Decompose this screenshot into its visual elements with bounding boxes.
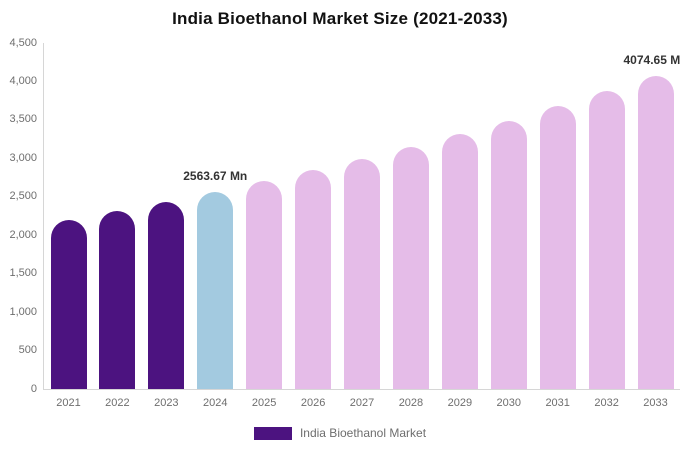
legend-swatch [253,426,292,440]
plot-area: 2563.67 Mn 4074.65 Mn [43,43,680,389]
x-tick-2032: 2032 [594,397,619,409]
y-tick-1000: 1,000 [9,305,37,318]
data-label-2033: 4074.65 Mn [623,52,680,67]
bar-2030[interactable] [490,120,527,389]
x-tick-2021: 2021 [56,397,81,409]
x-tick-2029: 2029 [447,397,473,409]
y-tick-3000: 3,000 [9,151,37,164]
bar-2026[interactable] [295,170,332,389]
y-tick-2500: 2,500 [9,190,37,203]
y-tick-1500: 1,500 [9,267,37,280]
x-tick-2033: 2033 [643,397,668,409]
x-axis-line [43,389,680,390]
x-tick-2030: 2030 [496,397,521,409]
x-tick-2031: 2031 [545,397,570,409]
x-tick-2026: 2026 [300,397,326,409]
y-tick-2000: 2,000 [9,228,37,241]
bar-2021[interactable] [50,220,87,389]
legend[interactable]: India Bioethanol Market [0,426,680,440]
y-tick-4500: 4,500 [9,36,37,49]
bar-2033[interactable] [637,75,674,389]
y-tick-0: 0 [30,382,37,395]
x-tick-2028: 2028 [398,397,424,409]
bar-2028[interactable] [392,146,429,389]
bar-2025[interactable] [246,181,283,389]
y-tick-500: 500 [18,344,37,357]
x-tick-2027: 2027 [349,397,375,409]
bar-2032[interactable] [588,91,625,389]
x-tick-2025: 2025 [251,397,277,409]
bar-2027[interactable] [344,158,381,389]
x-tick-2024: 2024 [203,397,228,409]
y-tick-4000: 4,000 [9,74,37,87]
y-axis-labels: 0 500 1,000 1,500 2,000 2,500 3,000 3,500 4,000 4… [0,0,37,450]
bar-2023[interactable] [148,201,185,389]
bar-2022[interactable] [99,211,136,389]
bar-2031[interactable] [539,106,576,389]
x-tick-2023: 2023 [154,397,179,409]
chart-title: India Bioethanol Market Size (2021-2033) [172,9,508,28]
y-tick-3500: 3,500 [9,113,37,126]
y-axis-line [43,43,44,389]
bar-2024[interactable] [197,191,234,389]
legend-label: India Bioethanol Market [299,426,427,440]
data-label-2024: 2563.67 Mn [183,168,248,183]
x-tick-2022: 2022 [105,397,130,409]
bar-2029[interactable] [441,134,478,389]
